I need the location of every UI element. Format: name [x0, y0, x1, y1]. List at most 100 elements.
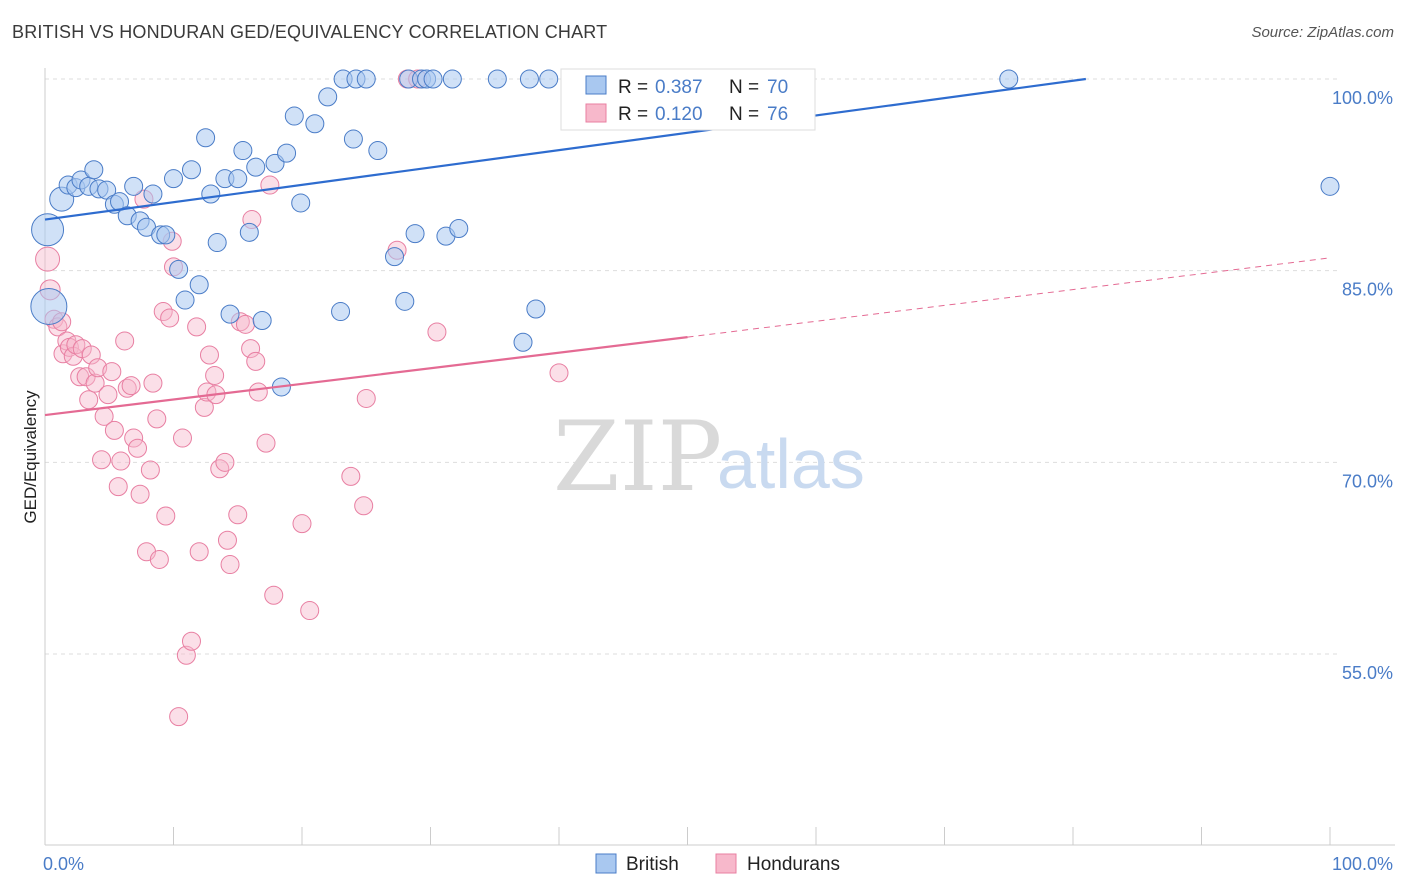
hondurans-point	[241, 339, 261, 359]
chart-source: Source: ZipAtlas.com	[1251, 24, 1394, 41]
hondurans-point	[111, 451, 131, 471]
x-tick-label: 100.0%	[1332, 854, 1393, 874]
hondurans-point	[169, 707, 189, 727]
british-trend-line	[44, 77, 1086, 221]
legend-hondurans-swatch	[585, 103, 607, 123]
british-point	[169, 259, 189, 279]
hondurans-point	[35, 246, 61, 272]
legend-british-n-label: N =	[729, 77, 759, 98]
hondurans-point	[160, 308, 180, 328]
legend-hondurans-n-label: N =	[729, 104, 759, 125]
hondurans-point	[128, 438, 148, 458]
british-point	[1320, 176, 1340, 196]
hondurans-trend-line	[44, 336, 688, 417]
hondurans-point	[194, 397, 214, 417]
british-point	[331, 302, 351, 322]
hondurans-point	[143, 373, 163, 393]
british-point	[220, 304, 240, 324]
hondurans-point	[292, 514, 312, 534]
x-tick-labels: 0.0% 100.0%	[43, 854, 1393, 874]
british-point	[201, 184, 221, 204]
british-point	[305, 114, 325, 134]
bottom-legend-hondurans-swatch	[715, 853, 737, 874]
british-point	[519, 69, 539, 89]
hondurans-point	[189, 542, 209, 562]
bottom-legend-british-swatch	[595, 853, 617, 874]
y-tick-label: 55.0%	[1342, 663, 1393, 683]
hondurans-point	[140, 460, 160, 480]
british-point	[385, 247, 405, 267]
hondurans-point	[108, 477, 128, 497]
hondurans-point	[181, 631, 201, 651]
legend-british-n-value: 70	[767, 77, 788, 98]
y-tick-label: 100.0%	[1332, 88, 1393, 108]
british-point	[277, 143, 297, 163]
hondurans-point	[156, 506, 176, 526]
hondurans-point	[149, 549, 169, 569]
x-tick-label: 0.0%	[43, 854, 84, 874]
british-point	[181, 160, 201, 180]
british-point	[291, 193, 311, 213]
legend-british-r-value: 0.387	[655, 77, 703, 98]
british-point	[233, 141, 253, 161]
hondurans-point	[228, 505, 248, 525]
british-point	[31, 213, 65, 247]
bottom-legend-hondurans-label: Hondurans	[747, 854, 840, 875]
legend-british-r-label: R =	[618, 77, 648, 98]
british-point	[284, 106, 304, 126]
hondurans-point	[187, 317, 207, 337]
hondurans-point	[79, 390, 99, 410]
hondurans-point	[176, 645, 196, 665]
hondurans-point	[248, 382, 268, 402]
british-point	[30, 287, 68, 325]
british-point	[343, 129, 363, 149]
british-point	[487, 69, 507, 89]
hondurans-point	[130, 484, 150, 504]
british-point	[196, 128, 216, 148]
hondurans-point	[102, 362, 122, 382]
hondurans-point	[215, 452, 235, 472]
bottom-legend-british-label: British	[626, 854, 679, 875]
hondurans-point	[354, 496, 374, 516]
british-point	[395, 291, 415, 311]
hondurans-point	[124, 428, 144, 448]
hondurans-point	[300, 601, 320, 621]
british-point	[156, 225, 176, 245]
british-point	[175, 290, 195, 310]
british-point	[239, 222, 259, 242]
chart-title: BRITISH VS HONDURAN GED/EQUIVALENCY CORR…	[12, 22, 608, 42]
hondurans-point	[205, 365, 225, 385]
trend-lines	[44, 77, 1331, 417]
british-point	[252, 311, 272, 330]
british-point	[356, 69, 376, 89]
watermark-atlas: atlas	[717, 425, 865, 503]
british-point	[189, 275, 209, 295]
hondurans-point	[341, 466, 361, 486]
hondurans-points	[35, 69, 569, 727]
british-point	[246, 157, 266, 177]
british-point	[318, 87, 338, 107]
british-point	[423, 69, 443, 89]
y-axis-label: GED/Equivalency	[21, 390, 40, 524]
british-point	[84, 160, 104, 180]
hondurans-point	[549, 363, 569, 383]
axes	[44, 68, 1395, 846]
hondurans-point	[217, 530, 237, 550]
british-point	[124, 176, 144, 196]
british-point	[442, 69, 462, 89]
british-point	[207, 233, 227, 253]
hondurans-point	[104, 420, 124, 440]
watermark-zip: ZIP	[553, 401, 722, 513]
hondurans-point	[121, 376, 141, 396]
legend-british-swatch	[585, 75, 607, 95]
british-point	[405, 224, 425, 244]
hondurans-point	[264, 585, 284, 605]
hondurans-point	[356, 388, 376, 408]
bottom-legend: British Hondurans	[595, 853, 840, 875]
y-tick-labels: 55.0% 70.0% 85.0% 100.0%	[1332, 88, 1393, 683]
hondurans-trend-extension	[687, 257, 1331, 338]
hondurans-point	[92, 450, 112, 470]
hondurans-point	[81, 345, 101, 365]
british-point	[228, 169, 248, 189]
